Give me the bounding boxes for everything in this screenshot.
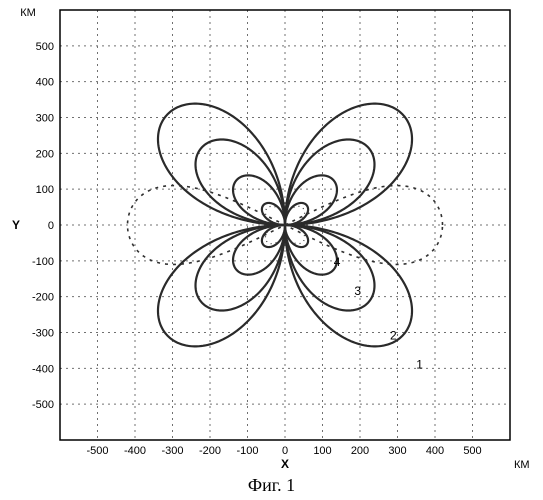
svg-text:0: 0 (282, 445, 288, 457)
svg-text:200: 200 (351, 445, 369, 457)
svg-text:300: 300 (36, 113, 54, 125)
figure-caption: Фиг. 1 (0, 475, 543, 496)
svg-text:100: 100 (313, 445, 331, 457)
polar-plot: -500 -400 -300 -200 -100 0 100 200 300 400 500 -500… (0, 0, 543, 500)
svg-text:-300: -300 (32, 328, 54, 340)
svg-text:Y: Y (12, 218, 20, 232)
svg-text:500: 500 (463, 445, 481, 457)
svg-text:100: 100 (36, 184, 54, 196)
svg-text:1: 1 (416, 357, 423, 371)
svg-text:-400: -400 (124, 445, 146, 457)
svg-text:-100: -100 (236, 445, 258, 457)
svg-text:-300: -300 (161, 445, 183, 457)
svg-text:2: 2 (390, 329, 397, 343)
svg-text:3: 3 (354, 284, 361, 298)
svg-text:-100: -100 (32, 256, 54, 268)
svg-text:400: 400 (426, 445, 444, 457)
svg-text:КМ: КМ (514, 459, 530, 471)
svg-text:500: 500 (36, 41, 54, 53)
svg-text:-200: -200 (199, 445, 221, 457)
svg-text:400: 400 (36, 77, 54, 89)
svg-text:-400: -400 (32, 363, 54, 375)
svg-text:X: X (281, 457, 289, 471)
svg-text:0: 0 (48, 220, 54, 232)
svg-text:4: 4 (334, 255, 341, 269)
svg-text:КМ: КМ (20, 7, 36, 19)
figure-container: -500 -400 -300 -200 -100 0 100 200 300 400 500 -500… (0, 0, 543, 500)
svg-text:-500: -500 (86, 445, 108, 457)
svg-text:200: 200 (36, 148, 54, 160)
svg-text:-200: -200 (32, 292, 54, 304)
svg-text:300: 300 (388, 445, 406, 457)
svg-text:-500: -500 (32, 399, 54, 411)
